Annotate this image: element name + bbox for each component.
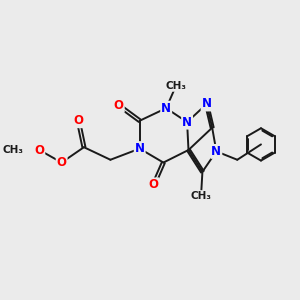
Text: O: O xyxy=(114,99,124,112)
Text: N: N xyxy=(212,145,221,158)
Text: N: N xyxy=(202,98,212,110)
Text: O: O xyxy=(34,143,44,157)
Text: O: O xyxy=(148,178,159,191)
Text: CH₃: CH₃ xyxy=(190,191,212,201)
Text: N: N xyxy=(161,102,171,115)
Text: N: N xyxy=(135,142,145,155)
Text: CH₃: CH₃ xyxy=(165,81,186,91)
Text: N: N xyxy=(182,116,192,129)
Text: CH₃: CH₃ xyxy=(3,145,24,155)
Text: O: O xyxy=(57,156,67,169)
Text: O: O xyxy=(74,114,83,127)
